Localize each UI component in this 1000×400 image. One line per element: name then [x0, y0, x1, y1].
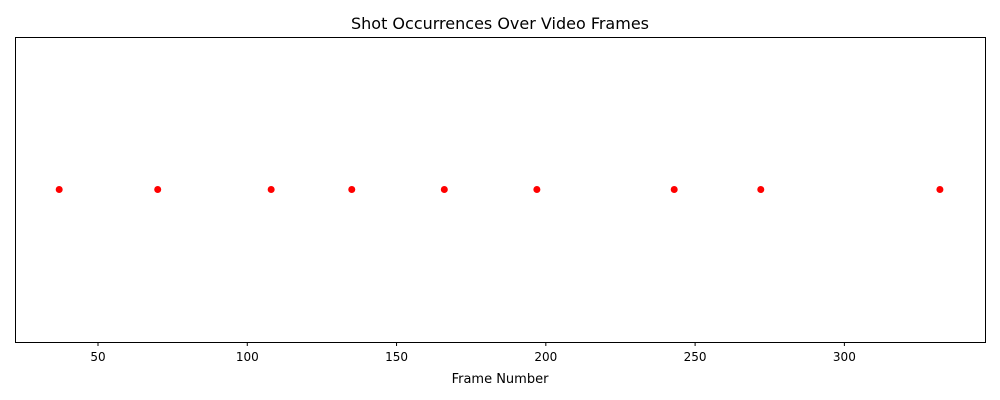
- chart-title: Shot Occurrences Over Video Frames: [351, 14, 649, 33]
- data-points: [55, 186, 944, 193]
- data-point: [936, 186, 944, 193]
- data-point: [533, 186, 541, 193]
- data-point: [348, 186, 356, 193]
- x-tick-label: 50: [90, 350, 105, 364]
- x-tick-label: 150: [385, 350, 408, 364]
- x-tick-label: 200: [534, 350, 557, 364]
- plot-frame: [15, 37, 986, 343]
- data-point: [267, 186, 275, 193]
- plot-area: [15, 37, 986, 343]
- data-point: [55, 186, 63, 193]
- x-axis-label: Frame Number: [452, 372, 550, 387]
- x-tick-label: 100: [236, 350, 259, 364]
- data-point: [154, 186, 162, 193]
- data-point: [757, 186, 765, 193]
- x-tick-label: 250: [684, 350, 707, 364]
- x-tick-label: 300: [833, 350, 856, 364]
- data-point: [440, 186, 448, 193]
- x-axis-ticks: 50 100 150 200 250 300: [90, 342, 856, 364]
- data-point: [670, 186, 678, 193]
